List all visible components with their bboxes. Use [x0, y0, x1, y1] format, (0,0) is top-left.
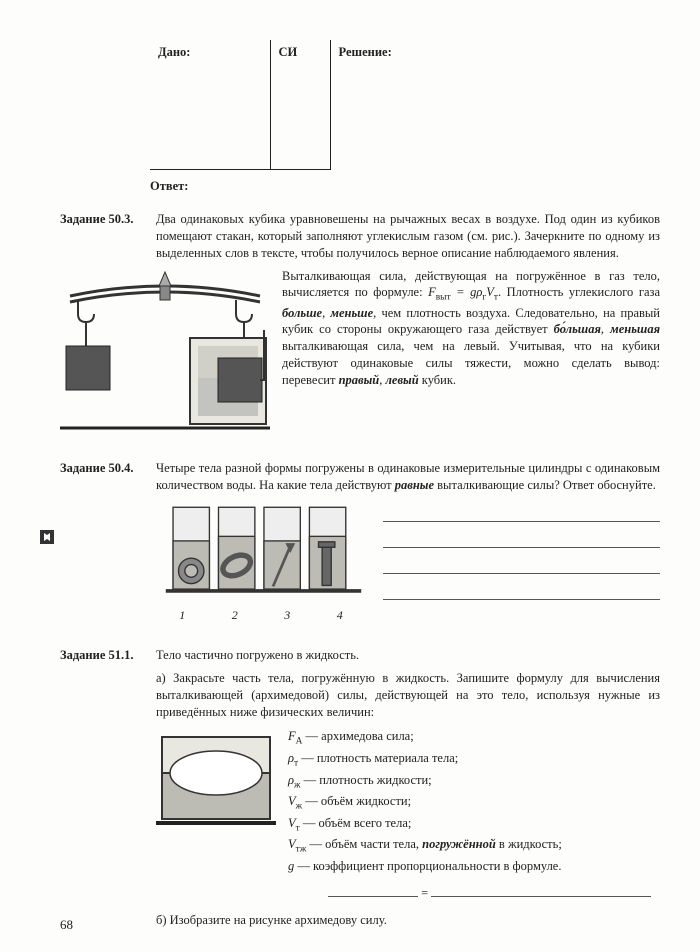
t503-f1: F	[428, 285, 436, 299]
task-511-parta: а) Закрасьте часть тела, погружённую в ж…	[156, 670, 660, 721]
task-504: Задание 50.4. Четыре тела разной формы п…	[60, 460, 660, 494]
v-Vtjd3: в жидкость;	[496, 837, 562, 851]
eq-sign: =	[418, 886, 431, 900]
v-Vtd: — объём всего тела;	[300, 816, 412, 830]
v-gd: — коэффициент пропорциональности в форму…	[294, 859, 561, 873]
task-504-content: 1 2 3 4	[156, 500, 660, 623]
label-solution: Решение:	[339, 45, 392, 59]
task-label-504: Задание 50.4.	[60, 460, 156, 494]
task-511: Задание 51.1. Тело частично погружено в …	[60, 647, 660, 664]
task-label-503: Задание 50.3.	[60, 211, 156, 262]
task-511-content: FА — архимедова сила; ρт — плотность мат…	[156, 727, 660, 902]
cyl-3: 3	[284, 607, 290, 623]
task-511-partb: б) Изобразите на рисунке архимедову силу…	[156, 912, 660, 929]
v-FA: F	[288, 729, 296, 743]
cyl-2: 2	[232, 607, 238, 623]
marker-icon	[40, 530, 54, 544]
task-504-intro: Четыре тела разной формы погружены в оди…	[156, 460, 660, 494]
v-rjd: — плотность жидкости;	[300, 773, 431, 787]
v-Vj: V	[288, 794, 296, 808]
v-Vtjs: тж	[296, 845, 307, 855]
t503-w6: левый	[385, 373, 418, 387]
t503-feq: = gρ	[451, 285, 483, 299]
answer-blank-504[interactable]	[383, 500, 660, 623]
t503-w5: правый	[339, 373, 380, 387]
task-503-body: Выталкивающая сила, действующая на погру…	[282, 268, 660, 443]
label-given: Дано:	[158, 45, 190, 59]
v-Vjd: — объём жидкости;	[302, 794, 411, 808]
t504-eq: равные	[395, 478, 434, 492]
v-Vtj: V	[288, 837, 296, 851]
task-511-title: Тело частично погружено в жидкость.	[156, 647, 660, 664]
task-label-511: Задание 51.1.	[60, 647, 156, 664]
cylinder-numbers: 1 2 3 4	[156, 607, 366, 623]
task-503-intro: Два одинаковых кубика уравновешены на ры…	[156, 211, 660, 262]
t503-fr: V	[486, 285, 494, 299]
balance-figure	[60, 268, 270, 443]
t503-e: кубик.	[419, 373, 456, 387]
t503-w4: меньшая	[610, 322, 660, 336]
cyl-1: 1	[179, 607, 185, 623]
label-si: СИ	[279, 45, 298, 59]
variable-list: FА — архимедова сила; ρт — плотность мат…	[288, 727, 651, 902]
v-rtd: — плотность материала тела;	[298, 751, 458, 765]
t503-w3: бо́льшая	[554, 322, 601, 336]
v-FAd: — архимедова сила;	[302, 729, 413, 743]
task-503: Задание 50.3. Два одинаковых кубика урав…	[60, 211, 660, 262]
v-Vtjd1: — объём части тела,	[306, 837, 422, 851]
t503-c2: ,	[601, 322, 610, 336]
t504-b: выталкивающие силы? Ответ обоснуйте.	[434, 478, 656, 492]
t503-w1: больше	[282, 306, 322, 320]
vessel-figure	[156, 727, 276, 902]
t503-fs1: выт	[436, 293, 451, 303]
solution-table: Дано: СИ Решение:	[150, 40, 640, 170]
v-Vt: V	[288, 816, 296, 830]
t503-w2: меньше	[330, 306, 373, 320]
formula-blank[interactable]: =	[328, 885, 651, 902]
task-503-content: Выталкивающая сила, действующая на погру…	[60, 268, 660, 443]
cyl-4: 4	[337, 607, 343, 623]
cylinders-figure: 1 2 3 4	[156, 500, 383, 623]
t503-b: Плотность углекислого газа	[501, 285, 660, 299]
solution-frame: Дано: СИ Решение:	[150, 40, 660, 170]
page-number: 68	[60, 916, 73, 934]
v-Vtjd2: погружённой	[422, 837, 496, 851]
label-answer: Ответ:	[150, 179, 188, 193]
